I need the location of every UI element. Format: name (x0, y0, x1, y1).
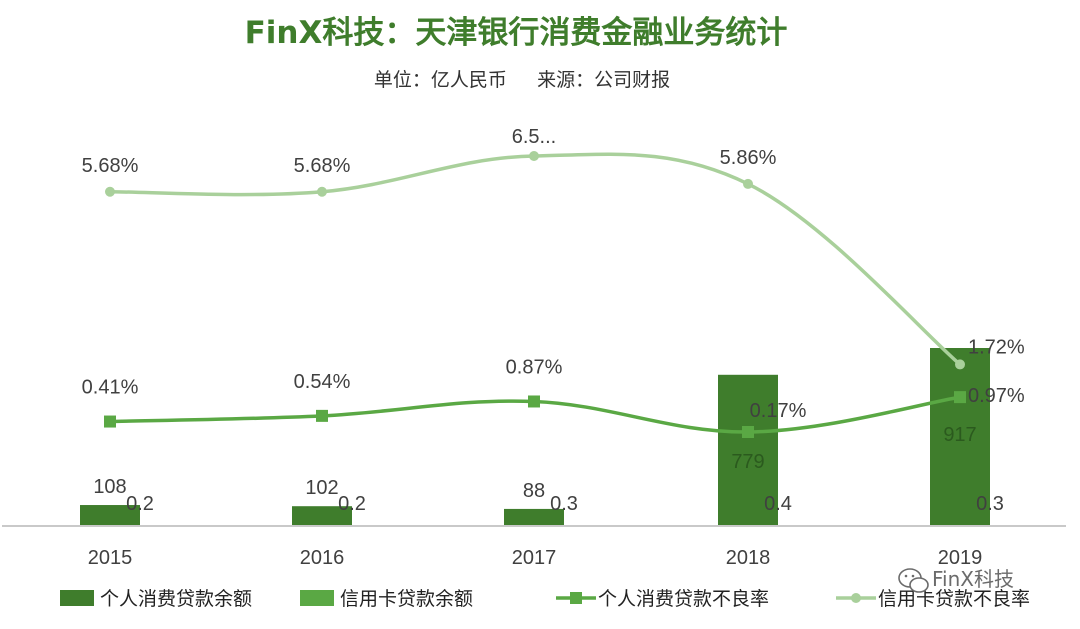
data-label-credit-card-balance: 0.3 (550, 493, 578, 515)
chart-title: FinX科技：天津银行消费金融业务统计 (245, 15, 788, 51)
bar-personal-loan-balance (930, 348, 990, 526)
point-personal-loan-npl (954, 391, 966, 404)
data-label-credit-card-npl: 5.68% (294, 155, 351, 177)
bar-personal-loan-balance (80, 505, 140, 526)
x-tick-label: 2016 (300, 547, 345, 569)
data-label-personal-loan-balance: 108 (93, 476, 126, 498)
data-label-credit-card-balance: 0.2 (338, 493, 366, 515)
bar-personal-loan-balance (292, 506, 352, 526)
point-credit-card-npl (105, 186, 115, 197)
data-labels-layer: 108 102 88 779 917 0.2 0.2 0.3 0.4 0.3 0.41% 0.54% 0… (82, 126, 1025, 515)
bar-personal-loan-balance (718, 374, 778, 526)
legend-marker (851, 593, 861, 603)
wechat-logo-icon (898, 568, 929, 593)
data-label-credit-card-balance: 0.3 (976, 493, 1004, 515)
data-label-personal-loan-npl: 0.87% (506, 356, 563, 378)
data-label-personal-loan-balance: 917 (943, 424, 976, 446)
point-personal-loan-npl (528, 395, 540, 408)
x-tick-label: 2015 (88, 547, 133, 569)
legend-swatch (300, 590, 334, 606)
data-label-personal-loan-balance: 779 (731, 451, 764, 473)
legend-label: 个人消费贷款余额 (100, 588, 252, 610)
data-label-credit-card-npl: 6.5... (512, 126, 556, 148)
lines-layer (104, 151, 966, 438)
point-personal-loan-npl (316, 409, 328, 422)
data-label-personal-loan-npl: 0.17% (750, 400, 807, 422)
x-tick-label: 2017 (512, 547, 557, 569)
data-label-personal-loan-npl: 0.54% (294, 371, 351, 393)
data-label-personal-loan-npl: 0.41% (82, 377, 139, 399)
point-credit-card-npl (529, 151, 539, 161)
watermark: FinX科技 (898, 567, 1014, 593)
data-label-personal-loan-balance: 88 (523, 480, 545, 502)
x-tick-label: 2019 (938, 547, 983, 569)
point-credit-card-npl (317, 186, 327, 197)
legend-label: 信用卡贷款余额 (340, 588, 473, 610)
line-credit-card-npl (109, 152, 962, 366)
data-label-credit-card-balance: 0.2 (126, 493, 154, 515)
chart-subtitle: 单位：亿人民币 来源：公司财报 (374, 69, 670, 91)
legend: 个人消费贷款余额 信用卡贷款余额 个人消费贷款不良率 信用卡贷款不良率 (60, 588, 1030, 610)
x-ticks-layer: 2015 2016 2017 2018 2019 (88, 547, 983, 569)
point-personal-loan-npl (104, 415, 116, 428)
point-credit-card-npl (743, 178, 753, 189)
data-label-personal-loan-npl: 0.97% (968, 385, 1025, 407)
legend-label: 信用卡贷款不良率 (878, 588, 1030, 610)
legend-swatch (60, 590, 94, 606)
point-credit-card-npl (955, 359, 965, 370)
data-label-personal-loan-balance: 102 (305, 477, 338, 499)
legend-label: 个人消费贷款不良率 (598, 588, 769, 610)
data-label-credit-card-npl: 1.72% (968, 336, 1025, 358)
x-tick-label: 2018 (726, 547, 771, 569)
legend-marker (570, 592, 582, 604)
watermark-text: FinX科技 (932, 567, 1014, 591)
data-label-credit-card-npl: 5.86% (720, 147, 777, 169)
data-label-credit-card-npl: 5.68% (82, 155, 139, 177)
bar-personal-loan-balance (504, 508, 564, 526)
point-personal-loan-npl (742, 426, 754, 438)
data-label-credit-card-balance: 0.4 (764, 493, 792, 515)
